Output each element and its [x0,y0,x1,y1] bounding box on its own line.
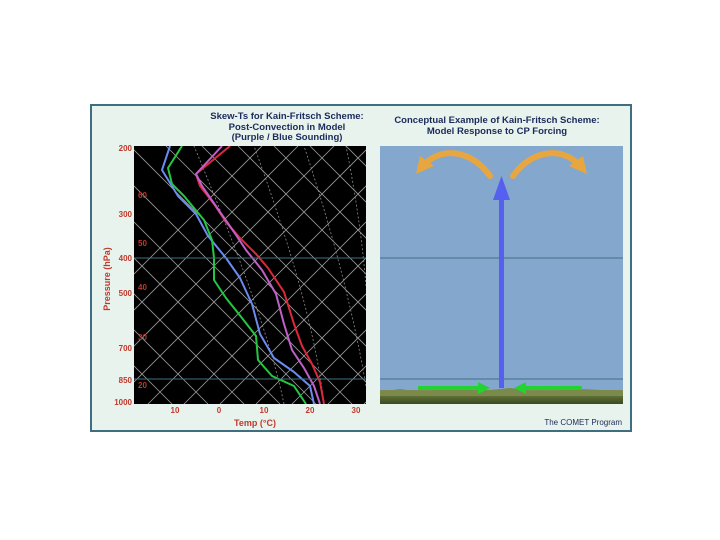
pressure-label-200: 200 [118,144,132,153]
isotherm-label-40: 40 [138,283,147,292]
temp-label-0: 0 [216,406,222,415]
right-title-line-2: Model Response to CP Forcing [426,125,568,137]
dewpoint-sounding-green [167,146,307,404]
credit-text: The COMET Program [544,418,622,427]
temperature-sounding-red [195,146,325,404]
outflow-arrow-left [416,150,493,179]
temperature-sounding-purple [195,146,321,404]
right-panel-title: Conceptual Example of Kain-Fritsch Schem… [392,115,602,137]
skew-grid [134,146,366,404]
temp-label-20: 20 [305,406,315,415]
outflow-arrow-right [510,150,587,179]
x-axis-title: Temp (°C) [234,418,276,428]
pressure-label-700: 700 [118,344,132,353]
pressure-label-400: 400 [118,254,132,263]
y-axis-title: Pressure (hPa) [102,247,112,311]
skew-t-plot: 60 50 40 30 20 [134,146,366,404]
soundings [161,146,325,404]
isotherm-label-60: 60 [138,191,147,200]
moist-adiabats [193,146,366,404]
pressure-label-300: 300 [118,210,132,219]
isotherm-label-20: 20 [138,381,147,390]
left-title-line-1: Skew-Ts for Kain-Fritsch Scheme: [210,111,364,122]
temp-label-30: 30 [351,406,361,415]
dewpoint-sounding-blue [161,146,315,404]
left-title-line-3: (Purple / Blue Sounding) [231,132,343,143]
conceptual-diagram [380,146,623,404]
isotherm-label-50: 50 [138,239,147,248]
isotherm-label-30: 30 [138,333,147,342]
inflow-arrow-left [418,382,490,394]
temp-label-minus10: 10 [170,406,180,415]
updraft-arrow [493,176,510,388]
inflow-arrow-right [514,382,582,394]
isotherm-labels: 60 50 40 30 20 [138,191,147,390]
right-title-line-1: Conceptual Example of Kain-Fritsch Schem… [394,115,600,126]
temp-label-10: 10 [259,406,269,415]
pressure-label-850: 850 [118,376,132,385]
pressure-label-500: 500 [118,289,132,298]
pressure-label-1000: 1000 [114,398,132,407]
slide: Skew-Ts for Kain-Fritsch Scheme: Post-Co… [90,104,632,432]
left-title-line-2: Post-Convection in Model [228,121,346,133]
left-panel-title: Skew-Ts for Kain-Fritsch Scheme: Post-Co… [202,111,372,144]
